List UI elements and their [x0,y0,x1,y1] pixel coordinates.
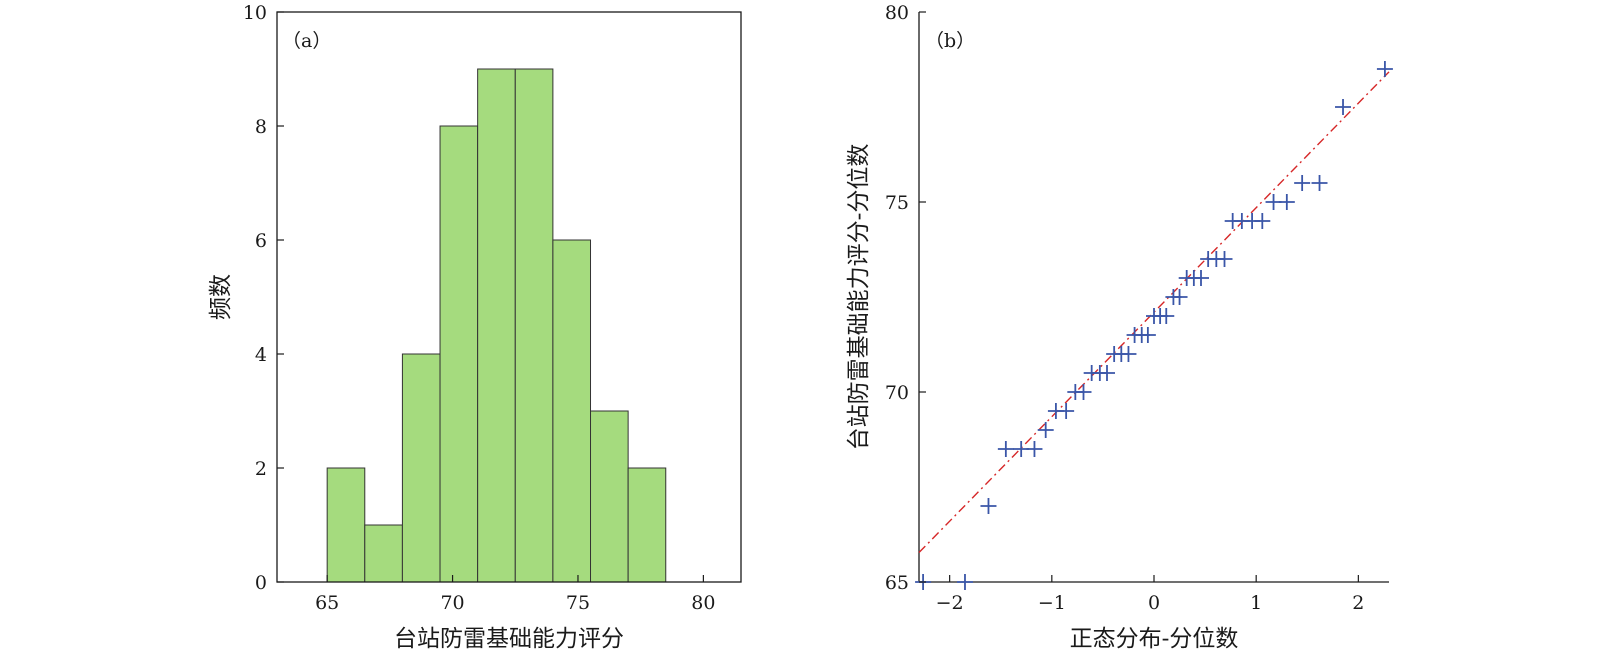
histogram-x-ticks: 65 70 75 80 [315,575,715,614]
qq-x-ticks: −2 −1 0 1 2 [936,575,1364,614]
qq-points [915,61,1393,590]
qq-y-tick-label: 75 [885,192,909,214]
histogram-y-tick-label: 6 [255,230,267,252]
histogram-y-tick-label: 4 [255,344,267,366]
qq-point [980,498,997,514]
histogram-y-ticks: 0 2 4 6 8 10 [243,2,284,594]
qq-y-ticks: 65 70 75 80 [885,2,926,594]
qq-x-tick-label: 1 [1250,592,1262,614]
histogram-bar [590,410,629,583]
histogram-x-axis-title: 台站防雷基础能力评分 [394,626,624,652]
qq-point [997,441,1014,457]
qq-x-axis-title: 正态分布-分位数 [1070,626,1239,652]
qq-point [1278,194,1295,210]
qq-y-tick-label: 70 [885,382,909,404]
qq-x-tick-label: −1 [1038,592,1066,614]
histogram-bar [326,467,366,583]
qq-point [1254,213,1271,229]
histogram-x-tick-label: 70 [440,592,464,614]
qq-plot-panel: −2 −1 0 1 2 65 70 75 80 （b） 正态分布-分位数 台站防雷基础能力评分… [846,2,1393,652]
qq-point [1026,441,1043,457]
histogram-x-tick-label: 80 [691,592,715,614]
qq-y-axis-title: 台站防雷基础能力评分-分位数 [846,144,872,451]
qq-panel-label: （b） [925,30,975,52]
histogram-panel-label: （a） [282,30,331,52]
histogram-y-tick-label: 2 [255,458,267,480]
qq-point [1075,384,1092,400]
qq-point [1058,403,1075,419]
qq-point [1335,99,1352,115]
qq-point [1216,251,1233,267]
qq-x-tick-label: 0 [1148,592,1160,614]
histogram-bar [477,68,516,583]
qq-x-tick-label: −2 [936,592,964,614]
qq-point [1171,289,1188,305]
qq-y-tick-label: 65 [885,572,909,594]
histogram-bar [401,353,441,583]
histogram-bar [514,68,554,583]
qq-point [1294,175,1311,191]
histogram-x-tick-label: 65 [315,592,339,614]
histogram-y-tick-label: 0 [255,572,267,594]
qq-x-tick-label: 2 [1352,592,1364,614]
qq-point [1120,346,1137,362]
qq-point [1311,175,1328,191]
qq-point [1193,270,1209,286]
qq-point [956,574,973,590]
histogram-bar [627,467,667,583]
qq-point [1158,308,1175,324]
qq-point [1139,327,1156,343]
qq-y-tick-label: 80 [885,2,909,24]
qq-point [1376,61,1393,77]
histogram-bars [326,68,667,583]
histogram-y-tick-label: 10 [243,2,267,24]
histogram-y-axis-title: 频数 [208,274,234,320]
histogram-panel: 65 70 75 80 0 2 4 6 8 10 （a） 台站防雷基础能力评分 频数 [208,2,742,652]
histogram-bar [364,524,403,583]
histogram-bar [552,239,592,583]
histogram-bar [439,125,479,583]
qq-point [1037,422,1054,438]
histogram-x-tick-label: 75 [566,592,590,614]
qq-point [1099,365,1115,381]
histogram-y-tick-label: 8 [255,116,267,138]
histogram-plot-frame [276,11,742,583]
